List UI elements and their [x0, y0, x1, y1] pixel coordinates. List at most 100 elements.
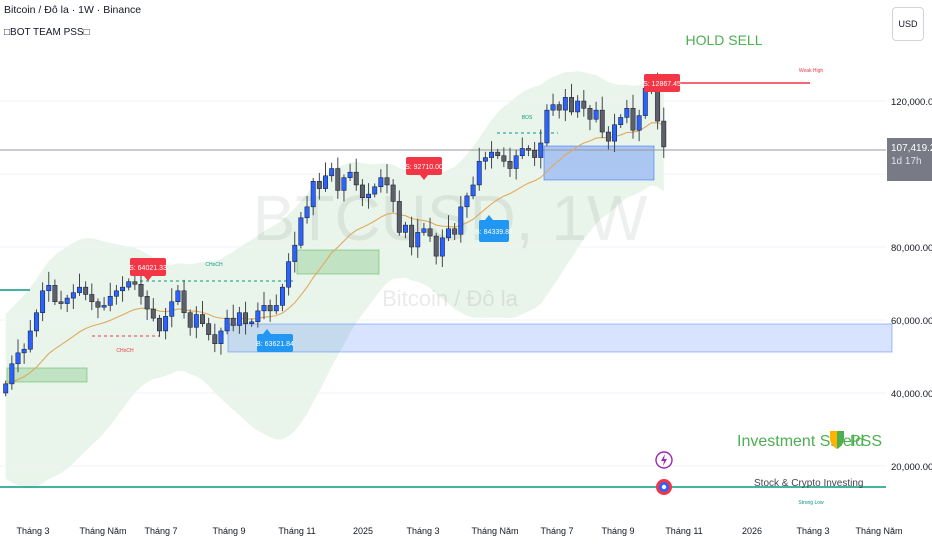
candle-body[interactable]: [482, 157, 488, 162]
candle-body[interactable]: [150, 308, 156, 319]
candle-body[interactable]: [89, 294, 95, 303]
candle-body[interactable]: [329, 168, 335, 177]
candle-body[interactable]: [101, 305, 107, 308]
candle-body[interactable]: [476, 160, 482, 186]
candle-body[interactable]: [587, 108, 593, 120]
candle-body[interactable]: [261, 305, 267, 312]
candle-body[interactable]: [243, 312, 249, 324]
candle-body[interactable]: [403, 224, 408, 233]
candle-body[interactable]: [347, 171, 353, 178]
candle-body[interactable]: [427, 228, 433, 237]
candle-body[interactable]: [273, 305, 279, 312]
candle-body[interactable]: [421, 228, 427, 233]
candle-body[interactable]: [163, 316, 169, 332]
candle-body[interactable]: [599, 109, 605, 133]
candle-body[interactable]: [286, 261, 292, 288]
candle-body[interactable]: [470, 184, 476, 197]
candle-body[interactable]: [396, 201, 402, 233]
candle-body[interactable]: [255, 310, 261, 323]
candle-body[interactable]: [224, 317, 230, 332]
candle-body[interactable]: [58, 301, 64, 304]
candle-body[interactable]: [9, 363, 15, 385]
candle-body[interactable]: [593, 109, 599, 120]
candle-body[interactable]: [519, 148, 525, 156]
candle-body[interactable]: [526, 148, 531, 151]
candle-body[interactable]: [70, 292, 76, 299]
candle-body[interactable]: [34, 312, 39, 332]
candle-body[interactable]: [544, 109, 550, 144]
candle-body[interactable]: [212, 334, 218, 344]
lightning-event-icon[interactable]: [655, 451, 673, 469]
currency-button[interactable]: USD: [892, 7, 924, 41]
flag-event-icon[interactable]: [656, 479, 672, 495]
candle-body[interactable]: [3, 383, 9, 394]
candle-body[interactable]: [126, 281, 132, 288]
candle-body[interactable]: [15, 352, 21, 365]
candle-body[interactable]: [618, 117, 624, 125]
candle-body[interactable]: [353, 171, 359, 186]
candle-body[interactable]: [181, 290, 187, 313]
candle-body[interactable]: [372, 186, 378, 195]
candle-body[interactable]: [433, 235, 439, 257]
candle-body[interactable]: [464, 195, 470, 208]
candle-body[interactable]: [27, 330, 33, 350]
candle-body[interactable]: [132, 281, 138, 285]
candle-body[interactable]: [359, 184, 365, 198]
candle-body[interactable]: [267, 305, 273, 312]
candle-body[interactable]: [532, 150, 538, 158]
candle-body[interactable]: [144, 296, 150, 310]
candle-body[interactable]: [95, 301, 101, 308]
candle-body[interactable]: [52, 285, 58, 303]
candle-body[interactable]: [21, 348, 27, 354]
candle-body[interactable]: [298, 217, 304, 246]
candle-body[interactable]: [384, 177, 390, 186]
candle-body[interactable]: [501, 155, 507, 162]
candle-body[interactable]: [316, 181, 322, 189]
candle-body[interactable]: [187, 312, 193, 328]
candle-body[interactable]: [538, 142, 544, 158]
candle-body[interactable]: [120, 286, 125, 292]
indicator-name[interactable]: □BOT TEAM PSS□: [4, 27, 90, 38]
candle-body[interactable]: [409, 224, 415, 248]
candle-body[interactable]: [83, 286, 89, 295]
candle-body[interactable]: [605, 131, 611, 142]
candle-body[interactable]: [575, 100, 581, 113]
candle-body[interactable]: [446, 228, 451, 239]
candle-body[interactable]: [292, 244, 298, 262]
candle-body[interactable]: [495, 151, 501, 157]
candle-body[interactable]: [193, 314, 199, 328]
candle-body[interactable]: [200, 314, 205, 324]
candle-body[interactable]: [249, 321, 255, 324]
candle-body[interactable]: [169, 301, 175, 317]
candle-body[interactable]: [77, 286, 82, 293]
candle-body[interactable]: [46, 285, 52, 292]
candle-body[interactable]: [550, 104, 556, 111]
candle-body[interactable]: [304, 206, 310, 219]
candle-body[interactable]: [113, 290, 119, 297]
candles[interactable]: [3, 72, 667, 397]
candle-body[interactable]: [175, 290, 181, 302]
candle-body[interactable]: [661, 120, 667, 148]
candle-body[interactable]: [439, 237, 445, 257]
candle-body[interactable]: [458, 206, 464, 235]
candle-body[interactable]: [218, 330, 224, 344]
candle-body[interactable]: [452, 228, 458, 235]
candle-body[interactable]: [378, 177, 384, 188]
candle-body[interactable]: [415, 232, 421, 248]
candle-body[interactable]: [507, 160, 513, 169]
candle-body[interactable]: [562, 97, 568, 111]
candle-body[interactable]: [636, 115, 642, 131]
candle-body[interactable]: [138, 283, 144, 297]
candle-body[interactable]: [64, 297, 70, 304]
candle-body[interactable]: [280, 286, 285, 306]
time-axis[interactable]: Tháng 3 Tháng Năm Tháng 7 Tháng 9 Tháng 11 20…: [16, 526, 902, 536]
candle-body[interactable]: [624, 108, 630, 118]
event-icons[interactable]: [655, 451, 673, 495]
candle-body[interactable]: [341, 177, 347, 191]
candle-body[interactable]: [310, 181, 316, 208]
candle-body[interactable]: [366, 193, 372, 198]
candle-body[interactable]: [230, 317, 236, 326]
candle-body[interactable]: [581, 100, 587, 109]
candle-body[interactable]: [323, 175, 328, 189]
